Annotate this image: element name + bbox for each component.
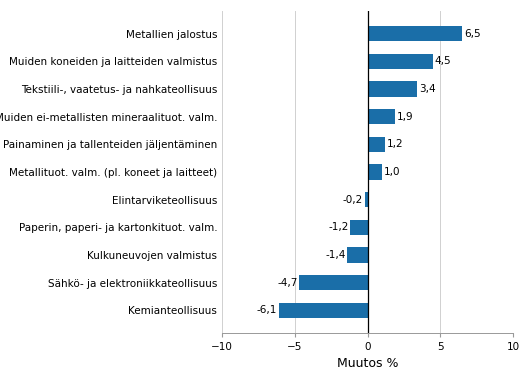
Text: -1,2: -1,2 (328, 222, 349, 232)
Bar (347, 248, 368, 263)
Bar (365, 192, 368, 207)
Bar (368, 26, 462, 41)
Bar (368, 54, 433, 69)
Bar (279, 303, 368, 318)
Text: -1,4: -1,4 (325, 250, 345, 260)
Text: 6,5: 6,5 (464, 29, 480, 39)
Text: 4,5: 4,5 (435, 56, 451, 66)
Bar (368, 109, 395, 124)
Text: -0,2: -0,2 (343, 195, 363, 204)
Text: -6,1: -6,1 (257, 305, 277, 315)
Text: -4,7: -4,7 (277, 278, 297, 288)
Bar (299, 275, 368, 290)
Text: 3,4: 3,4 (419, 84, 435, 94)
X-axis label: Muutos %: Muutos % (337, 357, 398, 370)
Bar (368, 137, 385, 152)
Bar (350, 220, 368, 235)
Text: 1,2: 1,2 (387, 139, 404, 149)
Text: 1,9: 1,9 (397, 112, 414, 122)
Bar (368, 81, 417, 96)
Bar (368, 164, 382, 180)
Text: 1,0: 1,0 (384, 167, 400, 177)
